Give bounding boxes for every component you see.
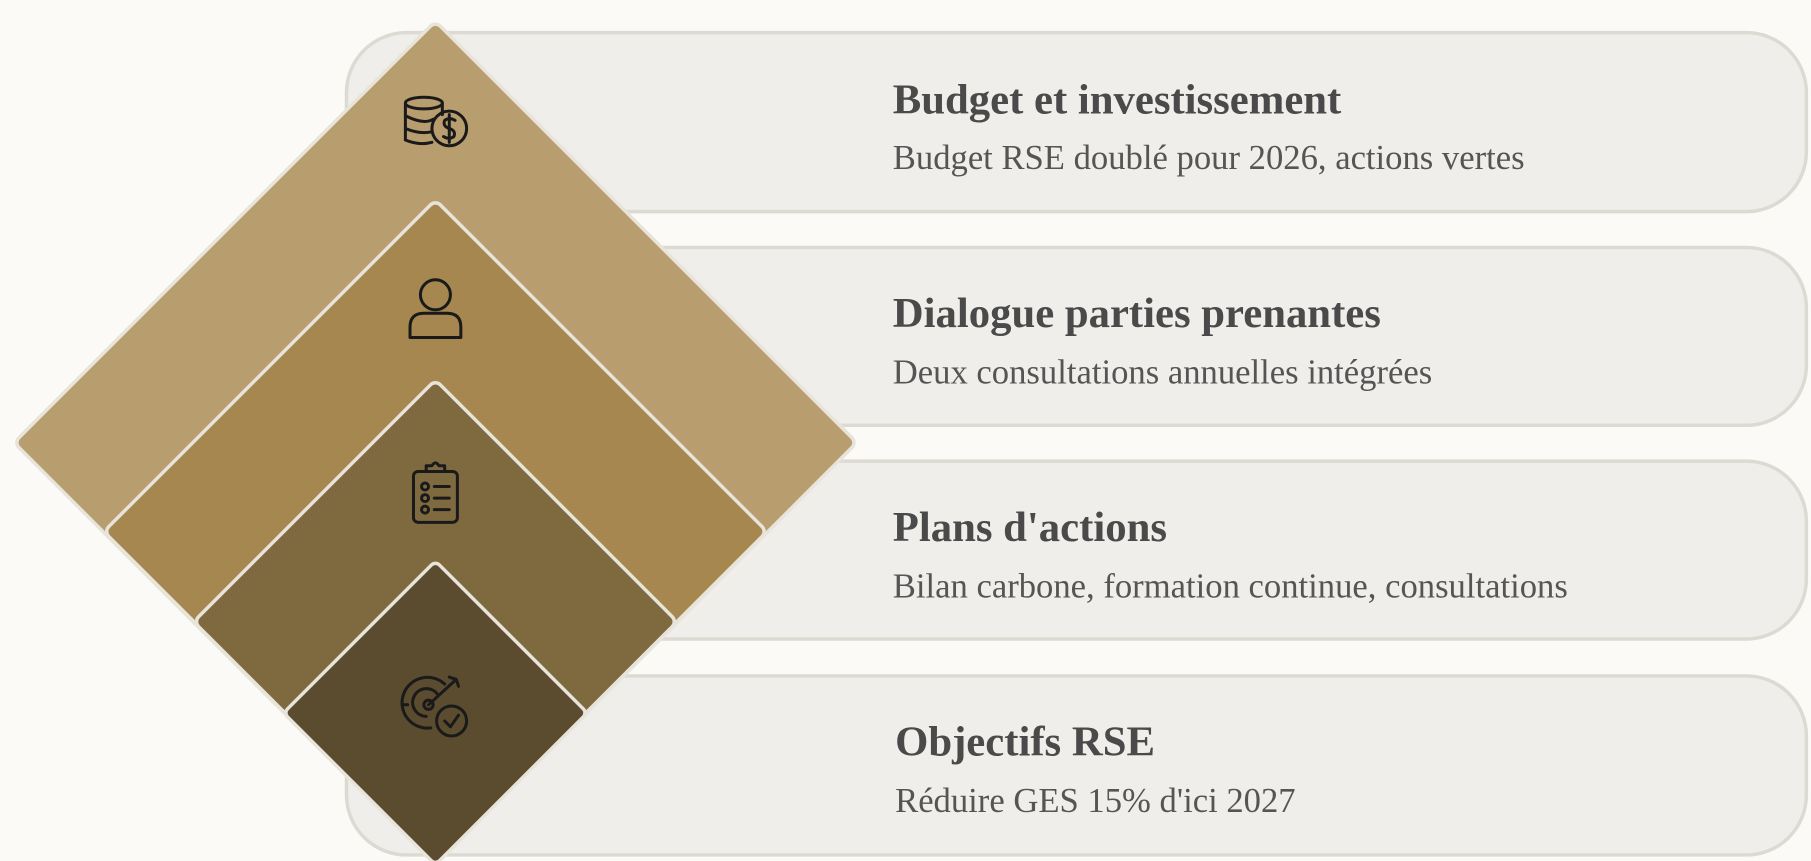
target-icon xyxy=(400,675,469,738)
bars xyxy=(344,30,1809,857)
item-title: Plans d'actions xyxy=(893,504,1167,551)
person-icon xyxy=(408,278,463,340)
item-title: Dialogue parties prenantes xyxy=(893,290,1381,337)
diamonds xyxy=(15,22,856,861)
diamond xyxy=(284,561,587,861)
item-description: Deux consultations annuelles intégrées xyxy=(893,354,1432,392)
item-description: Bilan carbone, formation continue, consu… xyxy=(893,567,1568,605)
item-description: Budget RSE doublé pour 2026, actions ver… xyxy=(893,139,1525,177)
clipboard-icon xyxy=(411,461,459,524)
item-description: Réduire GES 15% d'ici 2027 xyxy=(895,782,1296,820)
item-title: Budget et investissement xyxy=(893,76,1342,123)
item-title: Objectifs RSE xyxy=(895,719,1155,766)
coins-icon xyxy=(403,95,469,148)
labels: Budget et investissement Budget RSE doub… xyxy=(893,76,1568,820)
